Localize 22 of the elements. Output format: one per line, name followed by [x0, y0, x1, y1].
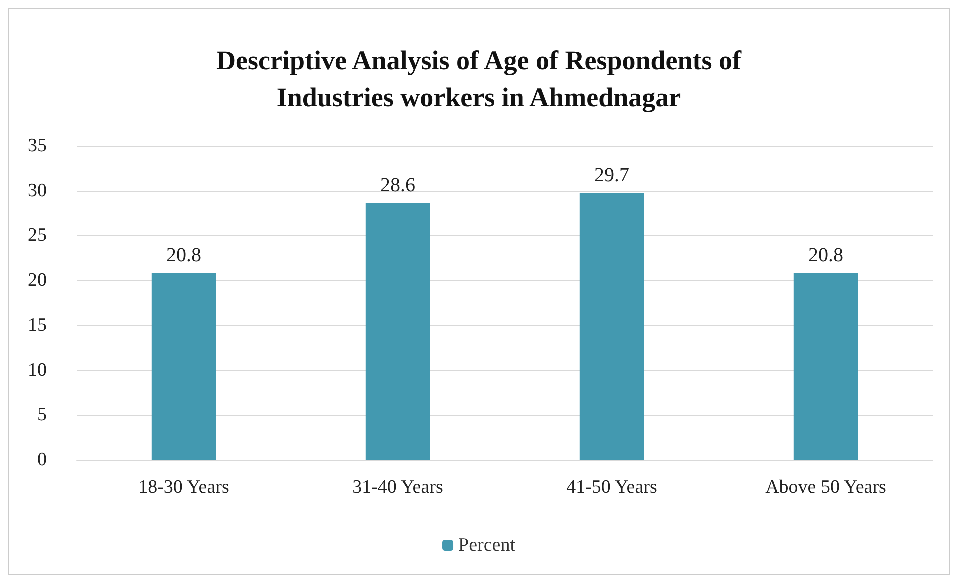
y-tick-label: 30 — [28, 180, 47, 202]
legend-label: Percent — [458, 535, 516, 556]
y-tick-label: 20 — [28, 270, 47, 292]
y-tick-label: 35 — [28, 136, 47, 156]
data-label: 29.7 — [594, 164, 630, 187]
chart-title: Descriptive Analysis of Age of Respondents of Industries workers in Ahmednagar — [216, 46, 743, 112]
x-tick-label: Above 50 Years — [766, 477, 886, 498]
y-tick-label: 5 — [38, 404, 47, 426]
data-label: 28.6 — [380, 174, 416, 196]
y-tick-label: 15 — [28, 314, 47, 336]
y-tick-label: 25 — [28, 225, 47, 246]
bar — [580, 194, 644, 460]
y-tick-label: 0 — [38, 450, 47, 470]
bar — [366, 203, 430, 460]
bar — [794, 273, 858, 460]
data-label: 20.8 — [166, 244, 202, 266]
bar — [152, 273, 216, 460]
x-tick-label: 18-30 Years — [138, 477, 230, 498]
y-tick-label: 10 — [28, 360, 47, 381]
x-tick-label: 41-50 Years — [566, 477, 658, 498]
data-label: 20.8 — [808, 244, 844, 266]
x-tick-label: 31-40 Years — [352, 477, 444, 498]
